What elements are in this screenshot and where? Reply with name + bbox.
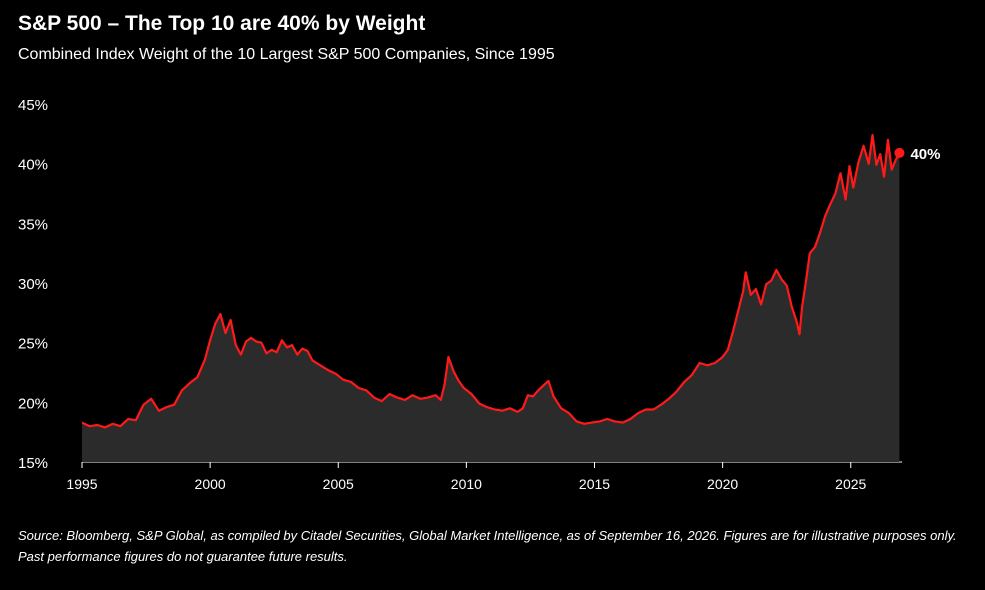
x-tick-label: 2020 <box>707 476 738 492</box>
x-tick-label: 2005 <box>323 476 354 492</box>
end-value-label: 40% <box>910 146 940 163</box>
y-tick-label: 40% <box>18 157 48 174</box>
x-tick-label: 2010 <box>451 476 482 492</box>
chart-title: S&P 500 – The Top 10 are 40% by Weight <box>18 12 426 35</box>
y-tick-label: 20% <box>18 395 48 412</box>
x-tick-label: 2025 <box>835 476 866 492</box>
y-tick-label: 45% <box>18 97 48 114</box>
x-tick-label: 1995 <box>66 476 97 492</box>
source-note: Source: Bloomberg, S&P Global, as compil… <box>18 528 957 564</box>
y-tick-label: 25% <box>18 336 48 353</box>
chart-subtitle: Combined Index Weight of the 10 Largest … <box>18 46 555 63</box>
y-axis: 15% 20% 25% 30% 35% 40% 45% <box>18 97 48 472</box>
y-tick-label: 15% <box>18 455 48 472</box>
x-tick-label: 2015 <box>579 476 610 492</box>
y-tick-label: 30% <box>18 276 48 293</box>
x-tick-label: 2000 <box>195 476 226 492</box>
plot-area: 40% <box>81 133 940 462</box>
y-tick-label: 35% <box>18 216 48 233</box>
series-line <box>81 133 901 429</box>
area-fill <box>82 135 900 462</box>
end-point-marker <box>894 147 905 158</box>
x-axis: 1995 2000 2005 2010 2015 2020 2025 <box>66 461 902 492</box>
